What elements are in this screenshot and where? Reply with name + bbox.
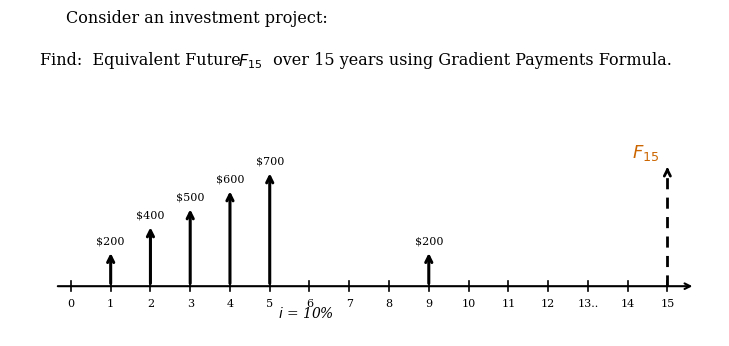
Text: 10: 10 (461, 299, 476, 309)
Text: 5: 5 (266, 299, 273, 309)
Text: 15: 15 (660, 299, 674, 309)
Text: 9: 9 (425, 299, 432, 309)
Text: Find:  Equivalent Future: Find: Equivalent Future (40, 52, 246, 69)
Text: $500: $500 (176, 193, 204, 203)
Text: 6: 6 (306, 299, 313, 309)
Text: $F_{15}$: $F_{15}$ (238, 52, 262, 71)
Text: 0: 0 (67, 299, 74, 309)
Text: 12: 12 (541, 299, 555, 309)
Text: 3: 3 (187, 299, 194, 309)
Text: Consider an investment project:: Consider an investment project: (66, 10, 327, 27)
Text: $200: $200 (96, 236, 125, 246)
Text: $400: $400 (136, 211, 165, 221)
Text: 4: 4 (227, 299, 233, 309)
Text: 13..: 13.. (577, 299, 599, 309)
Text: 1: 1 (107, 299, 114, 309)
Text: $200: $200 (415, 236, 443, 246)
Text: $F_{15}$: $F_{15}$ (632, 143, 659, 163)
Text: 8: 8 (386, 299, 393, 309)
Text: over 15 years using Gradient Payments Formula.: over 15 years using Gradient Payments Fo… (268, 52, 671, 69)
Text: $600: $600 (216, 175, 244, 185)
Text: 11: 11 (501, 299, 515, 309)
Text: $700: $700 (256, 157, 284, 167)
Text: $i$ = 10%: $i$ = 10% (278, 306, 335, 321)
Text: 7: 7 (346, 299, 353, 309)
Text: 14: 14 (620, 299, 635, 309)
Text: 2: 2 (147, 299, 154, 309)
